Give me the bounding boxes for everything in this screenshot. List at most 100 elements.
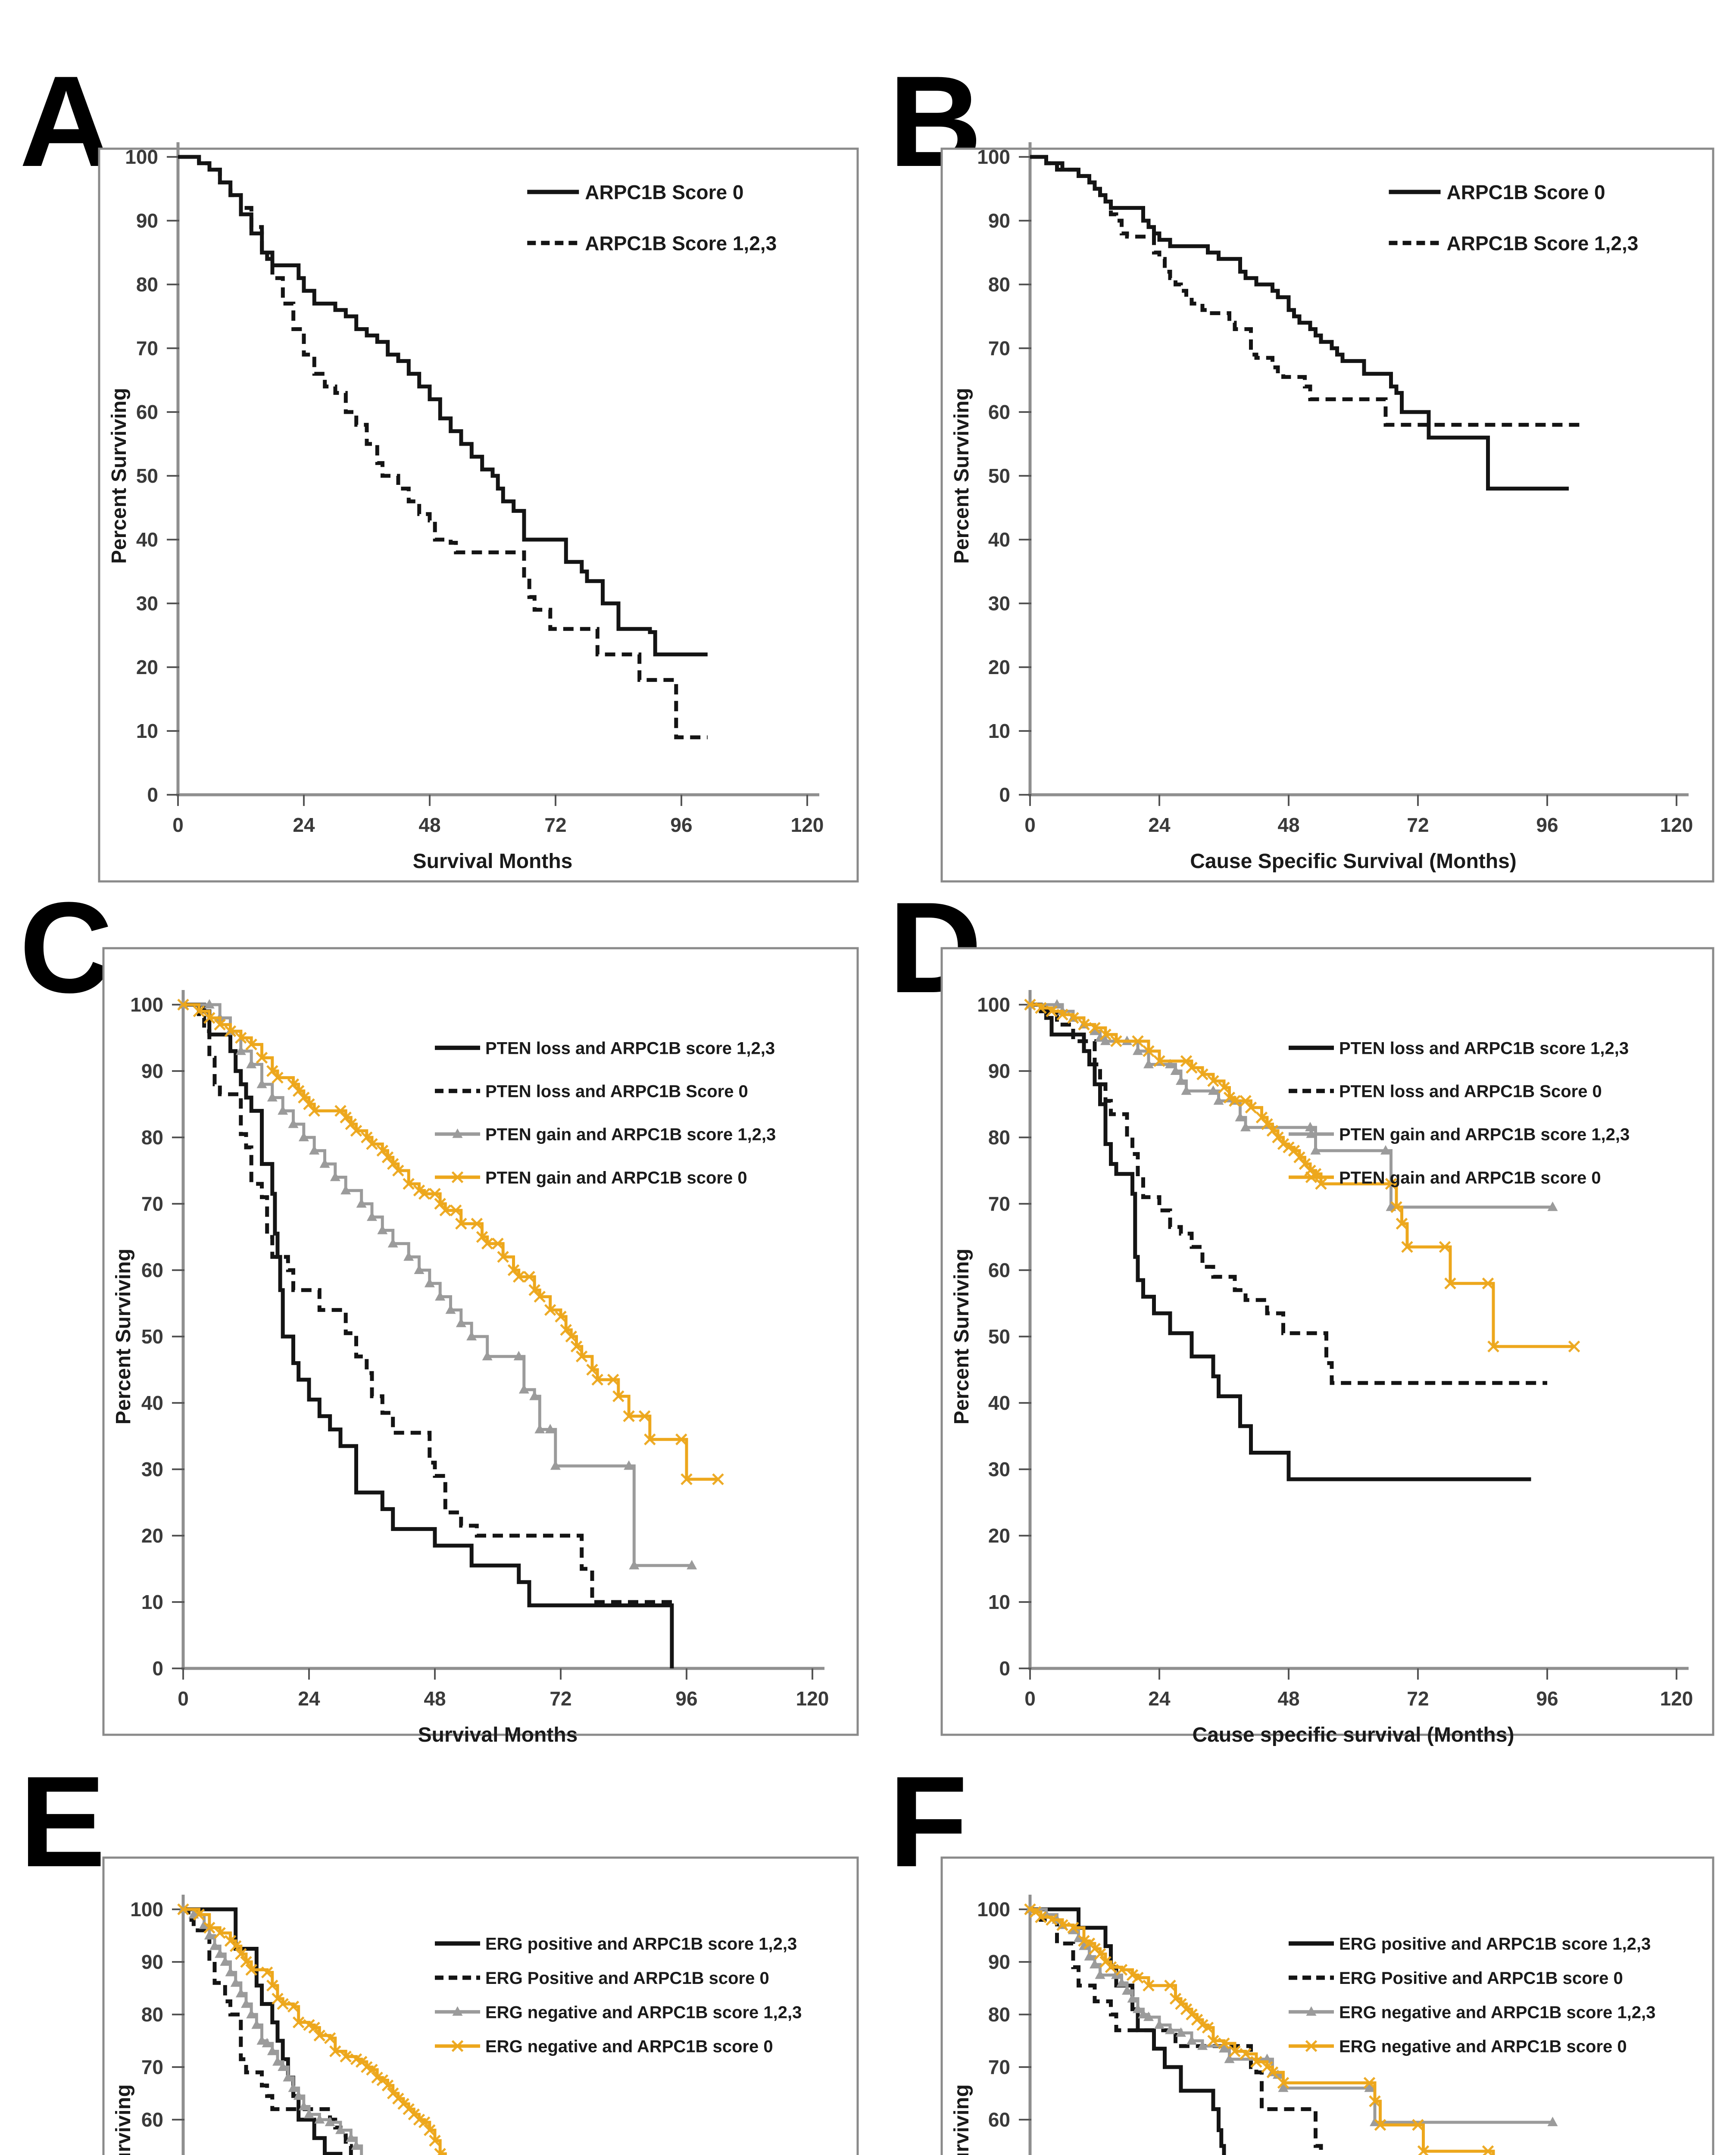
x-marker [1417,2145,1430,2155]
triangle-marker [1364,2082,1375,2092]
triangle-marker [1305,1121,1315,1131]
triangle-marker [1100,1035,1111,1045]
triangle-marker [199,1919,209,1929]
triangle-marker [534,1424,545,1434]
triangle-marker [1165,2024,1175,2034]
panel-A: A 0 10 20 30 40 50 60 70 80 90 100 0 24 48 72 96 120 Survi… [19,49,859,883]
triangle-marker [1197,2040,1208,2050]
x-marker [324,2032,336,2044]
x-tick-label: 0 [1024,814,1036,836]
y-tick-label: 0 [999,1657,1010,1680]
series-line-orange-x [1030,1003,1574,1348]
series-line-solid-black [183,1907,343,2155]
x-marker [450,1204,462,1217]
triangle-marker [1165,1059,1175,1068]
y-axis-title: Percent Surviving [950,388,973,564]
y-tick-label: 70 [141,2056,163,2078]
triangle-marker [1176,1075,1186,1085]
x-marker [266,1980,278,1992]
x-tick-label: 48 [418,814,440,836]
x-marker [1067,1921,1079,1934]
panel-letter-E: E [19,1749,106,1894]
y-tick-label: 10 [988,1591,1010,1613]
x-marker [1374,2119,1386,2131]
x-axis-title: Cause specific survival (Months) [1193,1724,1514,1746]
y-tick-label: 60 [988,1259,1010,1281]
x-marker [1056,1009,1068,1021]
chart-frame-A [98,147,859,883]
x-marker [1401,1241,1413,1253]
x-marker [429,1188,441,1200]
x-marker [261,1966,273,1979]
x-tick-label: 72 [1407,814,1429,836]
triangle-marker [1095,1032,1105,1042]
y-tick-label: 100 [130,993,163,1016]
x-marker [1229,2045,1241,2058]
x-marker [1099,1028,1112,1041]
legend-label: PTEN loss and ARPC1B score 1,2,3 [1339,1039,1629,1058]
x-marker [644,1433,656,1446]
triangle-marker [1095,1969,1105,1979]
x-marker [245,1964,257,1976]
y-tick-label: 80 [141,1126,163,1149]
legend-label: ERG positive and ARPC1B score 1,2,3 [485,1935,797,1954]
triangle-marker [545,1424,556,1434]
x-tick-label: 120 [1660,1687,1693,1710]
x-marker [340,2050,352,2063]
x-marker [451,2040,464,2052]
triangle-marker [256,1078,267,1088]
x-marker [292,2016,305,2029]
x-marker [534,1290,546,1303]
triangle-marker [1073,1933,1084,1943]
panel-C: C 0 10 20 30 40 50 60 70 80 90 100 0 24 48 72 96 120 Survi… [19,875,859,1746]
legend-label: ERG negative and ARPC1B score 0 [485,2037,773,2056]
x-marker [224,1025,237,1037]
y-tick-label: 50 [988,465,1010,487]
triangle-marker [1306,2006,1317,2016]
legend-label: PTEN loss and ARPC1B Score 0 [485,1082,748,1101]
triangle-marker [209,1940,220,1950]
triangle-marker [1235,1112,1246,1121]
x-marker [471,1218,483,1230]
x-marker [1223,1091,1236,1104]
y-axis-title: Percent Surviving [108,388,131,564]
triangle-marker [235,1988,246,1998]
x-marker [235,1032,247,1044]
y-tick-label: 10 [141,1591,163,1613]
triangle-marker [367,1211,377,1221]
x-marker [523,1271,535,1283]
triangle-marker [687,1560,697,1570]
series-line-dashed-black [183,1003,676,1604]
x-marker [418,2116,431,2128]
chart-frame-F [940,1856,1714,2155]
x-marker [1277,1138,1290,1150]
legend-label: ARPC1B Score 1,2,3 [1447,232,1639,254]
x-marker [193,1908,205,1921]
x-marker [1277,2077,1290,2089]
x-marker [313,2030,326,2042]
y-tick-label: 0 [147,784,158,806]
y-tick-label: 90 [141,1060,163,1082]
x-marker [555,1311,567,1323]
x-marker [429,2135,441,2147]
y-tick-label: 50 [136,465,158,487]
x-axis-title: Cause Specific Survival (Months) [1190,850,1517,873]
triangle-marker [293,2090,304,2100]
x-marker [1250,2056,1262,2068]
x-marker [1266,2066,1279,2078]
triangle-marker [330,1171,340,1181]
y-tick-label: 80 [141,2003,163,2026]
triangle-marker [288,1118,299,1128]
x-marker [434,2148,446,2155]
x-tick-label: 24 [1148,1687,1171,1710]
triangle-marker [262,2038,272,2048]
y-tick-label: 0 [152,1657,163,1680]
triangle-marker [1547,2117,1558,2127]
legend-label: ARPC1B Score 0 [1447,181,1605,203]
y-tick-label: 70 [141,1193,163,1215]
x-tick-label: 48 [1277,814,1299,836]
x-marker [1305,2040,1318,2052]
triangle-marker [225,1967,236,1977]
legend-label: ERG negative and ARPC1B score 0 [1339,2037,1627,2056]
legend-label: ARPC1B Score 1,2,3 [585,232,777,254]
